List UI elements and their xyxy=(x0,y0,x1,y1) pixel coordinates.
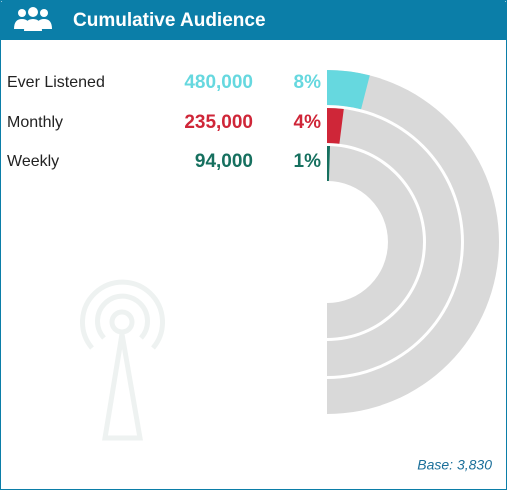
ring-track xyxy=(327,108,462,376)
tower-icon xyxy=(80,279,165,441)
value-label: 480,000 xyxy=(184,72,253,93)
ring-bar xyxy=(327,146,331,182)
ring-bar xyxy=(327,70,370,110)
chart-title: Cumulative Audience xyxy=(73,10,266,31)
ring-bar xyxy=(327,108,344,144)
share-label: 8% xyxy=(294,72,322,93)
audience-icon xyxy=(14,7,52,31)
category-label: Monthly xyxy=(7,114,63,131)
ring-track xyxy=(327,146,424,338)
value-label: 94,000 xyxy=(195,151,253,172)
category-label: Weekly xyxy=(7,153,59,170)
base-note: Base: 3,830 xyxy=(417,457,492,473)
share-label: 4% xyxy=(294,112,322,133)
category-label: Ever Listened xyxy=(7,74,105,91)
value-label: 235,000 xyxy=(184,112,253,133)
share-label: 1% xyxy=(294,151,322,172)
header-bar xyxy=(0,0,507,40)
ring-track xyxy=(327,70,500,414)
